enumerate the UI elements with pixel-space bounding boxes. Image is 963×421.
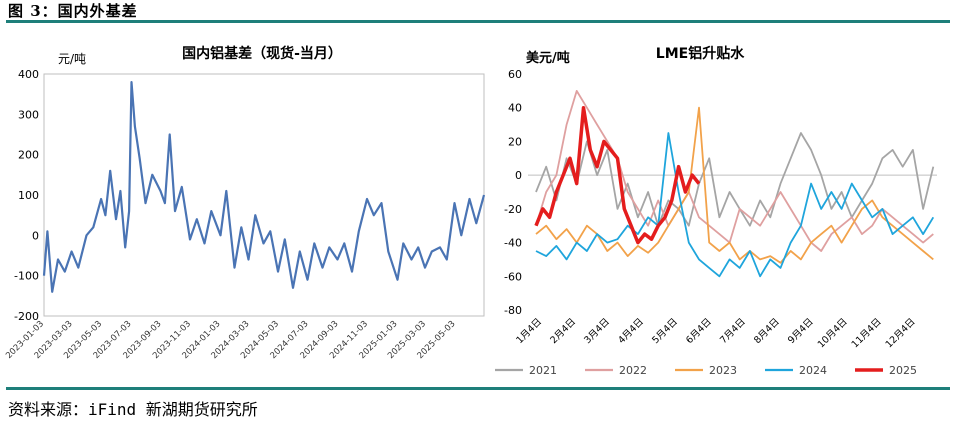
right-ytick-label: 0 [515,169,522,182]
legend-label-2025: 2025 [889,364,917,377]
left-ytick-label: -100 [14,270,39,283]
right-chart: LME铝升贴水 美元/吨 -80 -60 -40 -20 0 20 40 60 1月4日 2月4… [495,45,937,377]
right-ytick-label: -60 [504,270,522,283]
right-xtick-label: 6月4日 [684,316,714,346]
left-series-line [42,80,486,293]
right-chart-title: LME铝升贴水 [656,45,745,62]
right-ytick-label: 60 [508,68,522,81]
right-xtick-label: 12月4日 [884,316,918,350]
right-xtick-label: 2月4日 [548,316,578,346]
left-xticks: 2023-01-032023-03-032023-05-032023-07-03… [4,319,457,361]
left-ytick-label: 100 [18,189,39,202]
right-xticks: 1月4日 2月4日 3月4日 4月4日 5月4日 6月4日 7月4日 8月4日 9月4日 10月4… [514,316,917,350]
top-rule [6,20,950,23]
legend-label-2023: 2023 [709,364,737,377]
source-note: 资料来源：iFind 新湖期货研究所 [8,400,258,419]
legend-label-2022: 2022 [619,364,647,377]
right-ytick-label: -80 [504,304,522,317]
left-ticks: -200 -100 0 100 200 300 400 [14,68,39,323]
right-xtick-label: 10月4日 [816,316,850,350]
left-ytick-label: 300 [18,108,39,121]
left-chart-title: 国内铝基差（现货-当月） [182,45,342,62]
right-xtick-label: 9月4日 [786,316,816,346]
left-series-group [42,80,486,293]
right-xtick-label: 4月4日 [616,316,646,346]
right-series-line-2025 [534,105,701,245]
left-ytick-label: 200 [18,149,39,162]
right-xtick-label: 7月4日 [718,316,748,346]
right-xtick-label: 11月4日 [850,316,884,350]
bottom-rule [6,387,950,390]
right-ytick-label: -40 [504,237,522,250]
left-axes [43,73,485,317]
right-series-line-2021 [535,132,935,227]
right-xtick-label: 3月4日 [582,316,612,346]
left-ytick-label: 0 [32,229,39,242]
right-ticks: -80 -60 -40 -20 0 20 40 60 [504,68,522,317]
right-xtick-label: 1月4日 [514,316,544,346]
right-series-group [534,90,935,278]
right-ytick-label: 20 [508,135,522,148]
figure-title: 图 3：国内外基差 [8,2,138,20]
right-xtick-label: 5月4日 [650,316,680,346]
left-chart: 国内铝基差（现货-当月） 元/吨 -200 -100 0 100 200 300 400 2… [4,45,486,361]
right-series-line-2022 [535,90,934,252]
right-legend: 2021 2022 2023 2024 2025 [495,364,917,377]
legend-label-2024: 2024 [799,364,827,377]
right-ytick-label: 40 [508,102,522,115]
right-ylabel: 美元/吨 [526,50,570,66]
right-xtick-label: 8月4日 [752,316,782,346]
right-series-line-2024 [535,132,935,278]
left-plot-frame [43,73,485,317]
left-ylabel: 元/吨 [58,52,86,66]
right-ytick-label: -20 [504,203,522,216]
legend-label-2021: 2021 [529,364,557,377]
left-ytick-label: -200 [14,310,39,323]
left-ytick-label: 400 [18,68,39,81]
right-series-line-2023 [535,106,934,264]
